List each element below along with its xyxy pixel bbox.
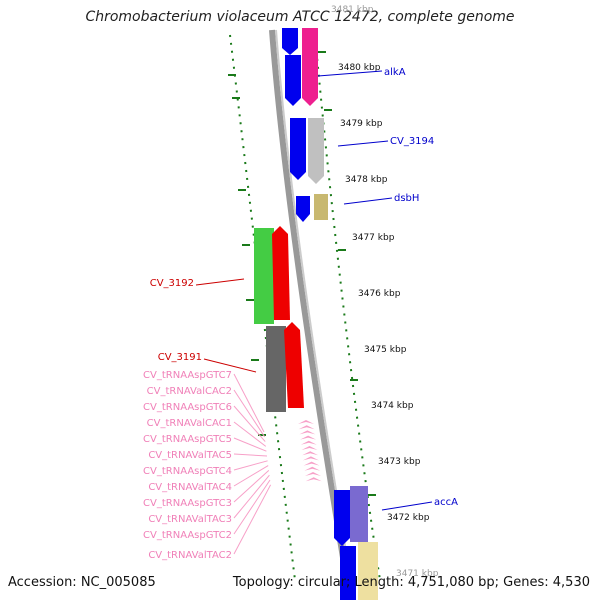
- genome-summary-text: Topology: circular; Length: 4,751,080 bp…: [232, 575, 590, 590]
- trna-label[interactable]: CV_tRNAAspGTC2: [143, 530, 232, 541]
- trna-chevron: [305, 472, 321, 476]
- gene-label[interactable]: CV_3192: [150, 278, 194, 289]
- trna-label[interactable]: CV_tRNAValTAC4: [148, 482, 232, 493]
- map-title: Chromobacterium violaceum ATCC 12472, co…: [85, 9, 515, 25]
- trna-label[interactable]: CV_tRNAValTAC3: [148, 514, 232, 525]
- trna-chevron: [298, 425, 315, 430]
- trna-label[interactable]: CV_tRNAAspGTC5: [143, 434, 232, 445]
- tick-label: 3471 kbp: [396, 569, 439, 579]
- trna-leader-line: [233, 470, 270, 503]
- gene-leader-line: [195, 278, 245, 286]
- gene-leader-line: [203, 358, 257, 373]
- trna-label[interactable]: CV_tRNAAspGTC4: [143, 466, 232, 477]
- trna-chevron: [301, 446, 318, 450]
- trna-leader-line: [233, 479, 271, 535]
- gene-label[interactable]: dsbH: [394, 193, 419, 204]
- cds-forward-block: [290, 118, 306, 180]
- tick-label: 3477 kbp: [352, 233, 395, 243]
- trna-leader-line: [233, 421, 267, 447]
- cds-forward-block: [340, 546, 356, 600]
- trna-leader-line: [233, 373, 265, 433]
- trna-chevron: [300, 440, 317, 445]
- trna-chevron: [302, 456, 319, 461]
- trna-cluster: [298, 420, 322, 482]
- tick-label: 3479 kbp: [340, 119, 383, 129]
- trna-label[interactable]: CV_tRNAAspGTC6: [143, 402, 232, 413]
- tick-label: 3472 kbp: [387, 513, 430, 523]
- trna-labels: CV_tRNAAspGTC7 CV_tRNAValCAC2 CV_tRNAAspGT…: [143, 370, 272, 561]
- trna-label[interactable]: CV_tRNAValTAC2: [148, 550, 232, 561]
- forward-features: [282, 28, 378, 600]
- silver-feature: [308, 118, 324, 184]
- magenta-feature: [302, 28, 318, 106]
- pale-yellow-feature: [358, 542, 378, 600]
- tick-label: 3481 kbp: [331, 5, 374, 15]
- gc-skew-track-inner: [314, 34, 381, 581]
- trna-chevron: [303, 461, 320, 466]
- cds-forward-block: [282, 28, 298, 55]
- trna-leader-line: [233, 437, 267, 452]
- gene-leader-line: [317, 70, 383, 77]
- cds-forward-block: [285, 55, 301, 106]
- gene-leader-line: [343, 197, 393, 205]
- gene-leader-line: [381, 501, 433, 511]
- gene-label[interactable]: accA: [434, 497, 458, 508]
- cds-forward-block: [296, 196, 310, 222]
- tick-label: 3474 kbp: [371, 401, 414, 411]
- trna-label[interactable]: CV_tRNAValCAC2: [147, 386, 232, 397]
- trna-label[interactable]: CV_tRNAAspGTC7: [143, 370, 232, 381]
- gc-skew-marks: [228, 51, 376, 496]
- gene-labels: alkA CV_3194 dsbH accA CV_3192 CV_3191: [150, 67, 458, 511]
- purple-feature: [350, 486, 368, 542]
- trna-chevron: [305, 477, 322, 482]
- trna-chevron: [304, 466, 321, 471]
- trna-leader-line: [233, 460, 268, 471]
- tick-label: 3478 kbp: [345, 175, 388, 185]
- darkgray-feature: [266, 326, 286, 412]
- lightgreen-feature: [254, 228, 274, 324]
- tick-labels: 3481 kbp 3480 kbp 3479 kbp 3478 kbp 3477 kbp…: [331, 5, 439, 579]
- tick-label: 3475 kbp: [364, 345, 407, 355]
- tick-label: 3473 kbp: [378, 457, 421, 467]
- trna-leader-line: [233, 484, 272, 555]
- trna-chevron: [299, 430, 316, 435]
- trna-label[interactable]: CV_tRNAValCAC1: [147, 418, 232, 429]
- trna-chevron: [300, 435, 317, 440]
- trna-label[interactable]: CV_tRNAValTAC5: [148, 450, 232, 461]
- gc-skew-track-outer: [229, 34, 296, 581]
- trna-leader-line: [233, 465, 269, 487]
- cds-reverse-block: [272, 226, 290, 320]
- trna-label[interactable]: CV_tRNAAspGTC3: [143, 498, 232, 509]
- gene-label[interactable]: CV_3191: [158, 352, 202, 363]
- gene-label[interactable]: CV_3194: [390, 136, 434, 147]
- tick-label: 3476 kbp: [358, 289, 401, 299]
- tick-label: 3480 kbp: [338, 63, 381, 73]
- trna-chevron: [298, 420, 314, 424]
- cds-forward-block: [334, 490, 350, 546]
- trna-leader-line: [233, 474, 270, 519]
- cds-reverse-block: [284, 322, 304, 408]
- trna-leader-line: [233, 389, 266, 438]
- khaki-feature: [314, 194, 328, 220]
- gene-leader-line: [337, 140, 389, 147]
- trna-leader-line: [233, 405, 266, 442]
- trna-chevron: [302, 451, 319, 456]
- accession-text: Accession: NC_005085: [8, 575, 156, 590]
- trna-leader-line: [233, 453, 268, 457]
- reverse-features: [254, 226, 304, 412]
- gene-label[interactable]: alkA: [384, 67, 406, 78]
